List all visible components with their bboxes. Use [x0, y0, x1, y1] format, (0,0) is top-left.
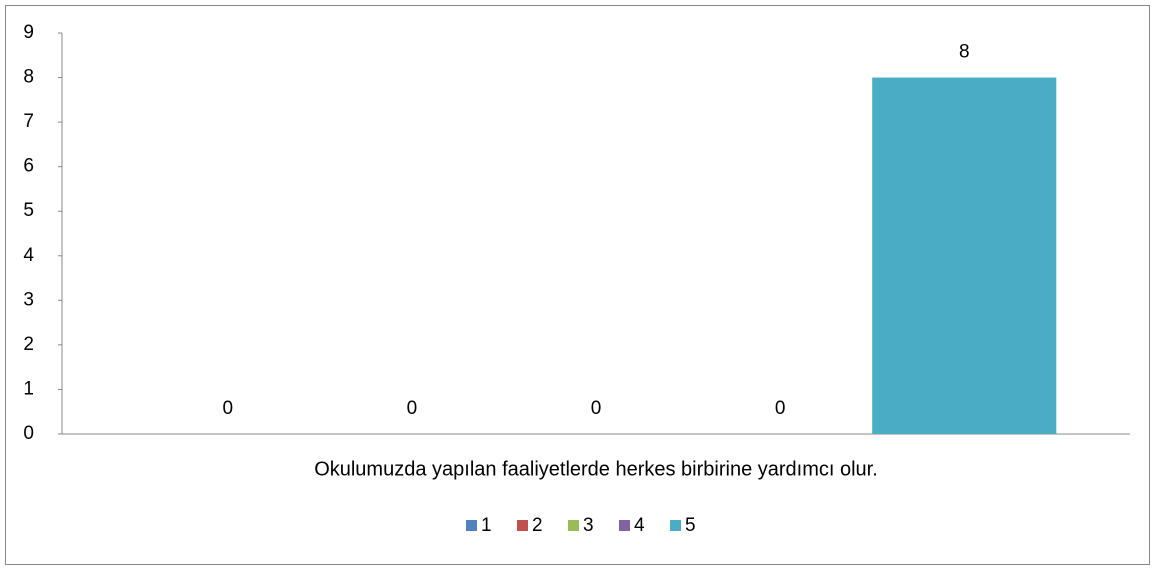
x-tick-label: Okulumuzda yapılan faaliyetlerde herkes …	[314, 458, 878, 480]
data-label: 0	[407, 398, 418, 419]
y-tick-label: 3	[23, 289, 34, 310]
bar	[872, 77, 1057, 435]
y-tick-label: 4	[23, 245, 34, 266]
y-tick-label: 0	[23, 423, 34, 444]
y-tick-label: 9	[23, 22, 34, 43]
y-tick-label: 1	[23, 378, 34, 399]
data-label: 0	[591, 398, 602, 419]
legend-label: 2	[532, 515, 543, 536]
legend-label: 5	[685, 515, 696, 536]
data-label: 0	[775, 398, 786, 419]
data-label: 0	[222, 398, 233, 419]
data-label: 8	[959, 42, 970, 63]
legend-swatch	[466, 520, 477, 531]
y-tick-label: 8	[23, 67, 34, 88]
legend-label: 4	[634, 515, 645, 536]
legend-label: 1	[481, 515, 492, 536]
legend-swatch	[670, 520, 681, 531]
y-tick-label: 5	[23, 200, 34, 221]
legend-swatch	[517, 520, 528, 531]
legend-label: 3	[583, 515, 594, 536]
legend-swatch	[568, 520, 579, 531]
y-tick-label: 2	[23, 334, 34, 355]
y-tick-label: 7	[23, 111, 34, 132]
y-tick-label: 6	[23, 156, 34, 177]
legend-swatch	[619, 520, 630, 531]
